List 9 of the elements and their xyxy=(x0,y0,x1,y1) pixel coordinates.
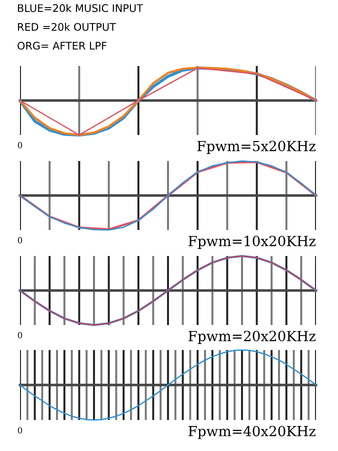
x-axis-title: Fpwm=40x20KHz xyxy=(188,426,316,440)
chart-title: BLUE=20k MUSIC INPUT RED =20k OUTPUT ORG= AFTER LPF xyxy=(18,4,144,50)
text: 0 xyxy=(18,237,22,244)
text: 0 xyxy=(18,142,22,148)
text: 0 xyxy=(18,332,22,338)
text: 0 xyxy=(18,427,22,434)
x-axis-title: Fpwm=20x20KHz xyxy=(188,330,316,344)
x-axis-title: Fpwm=10x20KHz xyxy=(188,236,316,249)
x-axis-title: Fpwm=5x20KHz xyxy=(197,140,316,154)
